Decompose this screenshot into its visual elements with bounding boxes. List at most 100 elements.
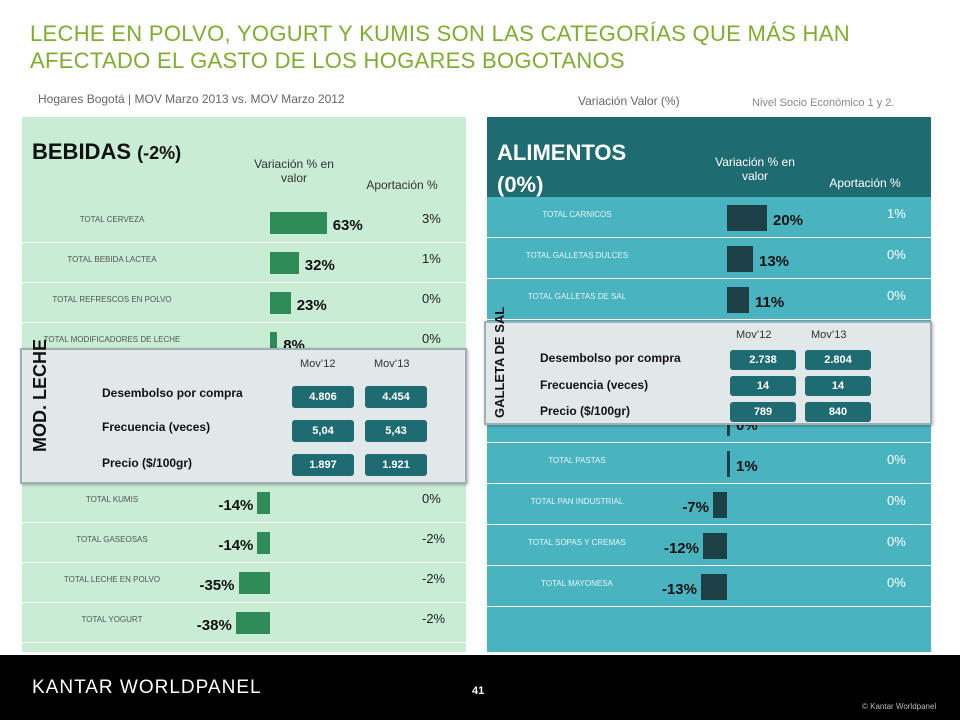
chart-row: TOTAL SOPAS Y CREMAS -12% 0% (487, 525, 931, 566)
data-bar (238, 572, 270, 594)
value-label: 11% (755, 293, 785, 311)
data-bar (257, 492, 270, 514)
data-bar (713, 491, 727, 518)
data-bar (701, 573, 727, 600)
mod-leche-value: 1.921 (365, 454, 427, 476)
alimentos-title-text: ALIMENTOS (497, 140, 627, 165)
value-label: 13% (759, 252, 790, 270)
page-title: LECHE EN POLVO, YOGURT Y KUMIS SON LAS C… (30, 21, 850, 73)
value-label: -38% (196, 617, 232, 634)
value-label: -14% (218, 537, 254, 554)
aportacion-value: 3% (422, 211, 441, 226)
category-label: TOTAL PAN INDUSTRIAL (530, 496, 624, 506)
value-label: 63% (332, 217, 363, 234)
galleta-sal-row-label: Precio ($/100gr) (540, 404, 631, 418)
chart-row: TOTAL LECHE EN POLVO -35% -2% (22, 563, 466, 603)
aportacion-value: 0% (887, 451, 906, 467)
chart-row: TOTAL GALLETAS DE SAL 11% 0% (487, 279, 931, 320)
mod-leche-value: 5,43 (365, 420, 427, 442)
aportacion-value: 0% (887, 574, 906, 590)
data-bar (703, 532, 727, 559)
value-label: 1% (736, 457, 758, 475)
data-bar (270, 212, 327, 234)
value-label: 20% (773, 211, 804, 229)
chart-row: TOTAL REFRESCOS EN POLVO 23% 0% (22, 283, 466, 323)
aportacion-value: 0% (887, 492, 906, 508)
value-label: 23% (296, 297, 327, 314)
aportacion-value: 0% (422, 291, 441, 306)
value-label: -13% (661, 580, 697, 598)
galleta-sal-box: GALLETA DE SAL Mov’12 Mov’13 Desembolso … (484, 306, 932, 425)
copyright: © Kantar Worldpanel (862, 702, 937, 711)
value-label: 32% (304, 257, 335, 274)
category-label: TOTAL REFRESCOS EN POLVO (52, 295, 172, 304)
data-bar (270, 292, 291, 314)
data-bar (270, 332, 278, 354)
footer: KANTAR WORLDPANEL 41 © Kantar Worldpanel (0, 655, 960, 720)
chart-row: TOTAL CERVEZA 63% 3% (22, 203, 466, 243)
category-label: TOTAL BEBIDA LACTEA (67, 255, 157, 264)
kantar-logo: KANTAR WORLDPANEL (32, 677, 262, 698)
galleta-sal-value: 2.804 (805, 350, 871, 370)
alimentos-col-aportacion: Aportación % (829, 176, 901, 190)
mod-leche-box: MOD. LECHE Mov’12 Mov’13 Desembolso por … (20, 338, 467, 484)
value-label: -35% (199, 577, 235, 594)
value-label: -12% (663, 539, 699, 557)
mod-leche-value: 4.454 (365, 386, 427, 408)
data-bar (270, 252, 299, 274)
chart-row: TOTAL PASTAS 1% 0% (487, 443, 931, 484)
chart-row: TOTAL GALLETAS DULCES 13% 0% (487, 238, 931, 279)
bebidas-col-aportacion: Aportación % (366, 178, 438, 192)
aportacion-value: -2% (422, 571, 446, 586)
category-label: TOTAL LECHE EN POLVO (63, 575, 161, 584)
data-bar (257, 532, 270, 554)
mod-leche-row-label: Frecuencia (veces) (102, 420, 211, 434)
mod-leche-col2: Mov’13 (374, 358, 410, 370)
chart-row: TOTAL PAN INDUSTRIAL -7% 0% (487, 484, 931, 525)
aportacion-value: -2% (422, 531, 446, 546)
bebidas-header: BEBIDAS (-2%) Variación % en valor Aport… (22, 117, 466, 203)
bebidas-title-text: BEBIDAS (32, 139, 132, 164)
category-label: TOTAL CERVEZA (79, 215, 145, 224)
chart-row: TOTAL YOGURT -38% -2% (22, 603, 466, 643)
mod-leche-value: 1.897 (292, 454, 354, 476)
galleta-sal-value: 789 (730, 402, 796, 422)
aportacion-value: 0% (422, 491, 441, 506)
chart-row: TOTAL KUMIS -14% 0% (22, 483, 466, 523)
alimentos-header: ALIMENTOS (0%) Variación % en valor Apor… (487, 117, 931, 197)
galleta-sal-value: 14 (730, 376, 796, 396)
aportacion-value: -2% (422, 611, 446, 626)
value-label: -7% (682, 498, 709, 516)
aportacion-value: 1% (887, 205, 906, 221)
category-label: TOTAL GALLETAS DULCES (525, 250, 629, 260)
page-number: 41 (472, 685, 485, 697)
galleta-sal-row-label: Desembolso por compra (540, 351, 681, 365)
aportacion-value: 0% (422, 331, 441, 346)
data-bar (727, 286, 749, 313)
mod-leche-value: 5,04 (292, 420, 354, 442)
chart-row: TOTAL MAYONESA -13% 0% (487, 566, 931, 607)
category-label: TOTAL SOPAS Y CREMAS (528, 537, 626, 547)
aportacion-value: 0% (887, 287, 906, 303)
alimentos-title: ALIMENTOS (0%) (497, 137, 626, 201)
chart-row: TOTAL BEBIDA LACTEA 32% 1% (22, 243, 466, 283)
galleta-sal-col2: Mov’13 (811, 329, 847, 341)
galleta-sal-value: 2.738 (730, 350, 796, 370)
variation-label: Variación Valor (%) (578, 94, 680, 108)
aportacion-value: 0% (887, 246, 906, 262)
mod-leche-label: MOD. LECHE (30, 338, 50, 452)
mod-leche-row-label: Desembolso por compra (102, 386, 243, 400)
page-subtitle: Hogares Bogotá | MOV Marzo 2013 vs. MOV … (38, 92, 345, 106)
aportacion-value: 0% (887, 533, 906, 549)
bebidas-title-pct: (-2%) (137, 143, 182, 163)
alimentos-col-variation: Variación % en valor (715, 155, 795, 183)
category-label: TOTAL MAYONESA (541, 578, 613, 588)
data-bar (235, 612, 270, 634)
category-label: TOTAL CARNICOS (542, 209, 612, 219)
galleta-sal-col1: Mov’12 (736, 329, 772, 341)
bebidas-title: BEBIDAS (-2%) (32, 139, 181, 165)
galleta-sal-label: GALLETA DE SAL (492, 306, 507, 418)
chart-row: TOTAL GASEOSAS -14% -2% (22, 523, 466, 563)
category-label: TOTAL PASTAS (548, 455, 606, 465)
category-label: TOTAL KUMIS (85, 495, 139, 504)
